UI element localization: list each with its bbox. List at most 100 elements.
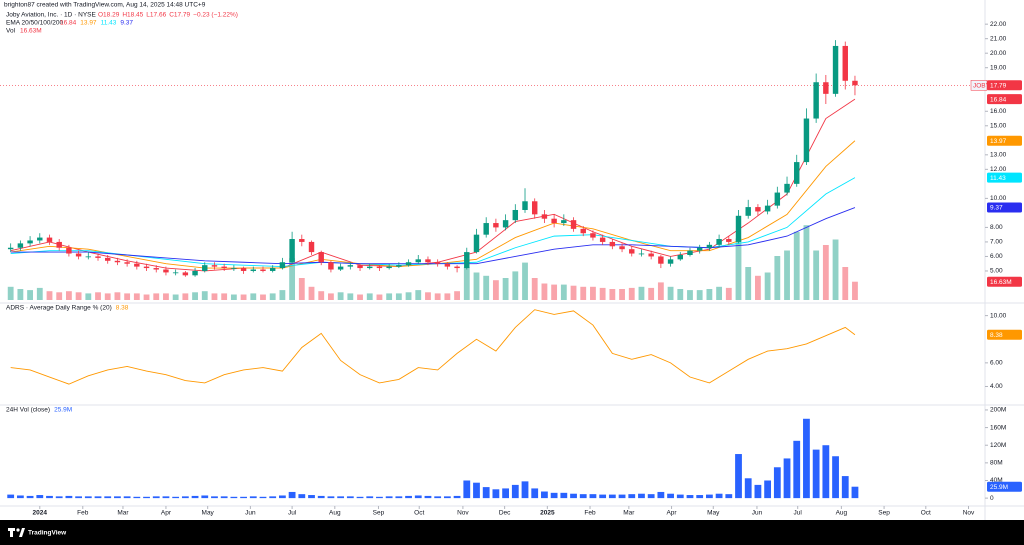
volume-24h-bar — [832, 456, 839, 499]
volume-24h-bar — [249, 496, 257, 499]
volume-24h-bar — [550, 492, 558, 499]
volume-bar — [473, 272, 480, 300]
ema-title: EMA 20/50/100/200 — [6, 20, 63, 27]
x-tick-label: Feb — [77, 510, 89, 517]
candle-body — [46, 237, 53, 242]
volume-24h-bar — [618, 494, 626, 499]
y-tick-label: 0 — [990, 495, 994, 502]
volume-bar — [434, 293, 441, 300]
volume-bar — [590, 286, 596, 300]
ema-legend-value: 9.37 — [120, 20, 133, 27]
candle-body — [192, 270, 198, 276]
x-tick-label: Mar — [623, 510, 635, 517]
y-tick-label: 15.00 — [990, 123, 1007, 130]
indicator-badge: 8.38 — [987, 329, 1022, 340]
volume-bar — [250, 293, 257, 300]
candle-body — [580, 228, 586, 234]
volume-24h-bar — [599, 494, 607, 499]
volume-24h-bar — [395, 496, 403, 499]
x-tick-label: Feb — [584, 510, 596, 517]
volume-24h-bar — [735, 454, 742, 499]
x-tick-label: Jun — [752, 510, 763, 517]
ema-legend-value: 11.43 — [101, 20, 117, 27]
indicator-line — [10, 309, 856, 385]
last-price-badge: 17.79 — [987, 80, 1022, 91]
candle-body — [328, 262, 334, 270]
volume-bar — [114, 292, 121, 300]
volume-24h-bar — [356, 496, 364, 499]
candle-body — [493, 223, 499, 228]
volume-bar — [279, 290, 286, 300]
volume-bar — [541, 283, 548, 300]
candle-body — [7, 247, 14, 250]
volume-24h-bar — [541, 491, 548, 499]
x-tick-label: Oct — [921, 510, 931, 517]
y-tick-label: 160M — [990, 424, 1006, 431]
candle-body — [706, 244, 713, 248]
indicator-badge-bg — [987, 329, 1022, 340]
x-tick-label: Sep — [878, 510, 890, 517]
logo-bar — [10, 528, 13, 537]
candle-body — [425, 259, 431, 263]
y-tick-label: 120M — [990, 442, 1006, 449]
volume-bar — [502, 278, 509, 300]
ema-badge: 16.84 — [987, 94, 1022, 105]
volume-24h-bar — [259, 496, 267, 499]
ema-badge: 9.37 — [987, 202, 1022, 213]
volume-bar — [454, 291, 460, 300]
volume-badge-text: 16.63M — [990, 279, 1012, 286]
ema-legend-value: 16.84 — [60, 20, 77, 27]
candle-body — [687, 250, 693, 255]
candle-body — [609, 241, 616, 247]
candle-body — [832, 45, 839, 94]
y-tick-label: 200M — [990, 407, 1006, 414]
candle-body — [522, 201, 528, 210]
volume-24h-bar — [531, 488, 539, 499]
candle-body — [444, 263, 451, 267]
x-tick-label: Apr — [161, 510, 172, 517]
volume-bar — [628, 287, 635, 300]
volume-bar — [551, 284, 558, 300]
last-price-badge-bg — [987, 80, 1022, 91]
volume-24h-bar — [492, 489, 500, 499]
candle-body — [852, 80, 858, 86]
y-tick-label: 6.00 — [990, 360, 1003, 367]
volume-24h-bar — [162, 496, 170, 499]
volume-24h-bar — [405, 495, 412, 499]
volume-bar — [133, 293, 140, 300]
volume-24h-bar — [628, 494, 636, 499]
volume-bar — [716, 286, 723, 300]
legend: Joby Aviation, Inc. · 1D · NYSE EMA 20/5… — [6, 12, 238, 35]
volume-24h-bar — [502, 488, 509, 499]
candle-body — [347, 265, 354, 267]
volume-24h-bar — [220, 496, 228, 499]
volume-24h-bar — [376, 496, 383, 499]
volume-bar — [46, 291, 53, 300]
volume-bar — [803, 225, 810, 300]
volume-24h-bar — [608, 494, 616, 499]
logo-slash — [19, 528, 25, 537]
logo-dot — [16, 528, 20, 532]
volume-24h-bar — [434, 496, 442, 499]
candle-body — [308, 241, 315, 253]
candle-body — [599, 237, 606, 242]
candle-body — [590, 233, 596, 238]
candle-body — [454, 266, 460, 269]
candle-body — [56, 241, 62, 248]
candle-body — [764, 205, 771, 212]
volume-bar — [17, 289, 24, 300]
volume-24h-badge-bg — [987, 481, 1022, 492]
volume-24h-bar — [725, 494, 733, 499]
volume-bar — [386, 293, 393, 300]
candle-body — [842, 45, 848, 81]
x-tick-label: Mar — [117, 510, 129, 517]
volume-24h-bar — [26, 495, 34, 499]
volume-bar — [852, 281, 858, 300]
volume-24h-bar — [463, 480, 471, 499]
candle-body — [794, 162, 800, 184]
volume-24h-bar — [84, 496, 92, 499]
footer — [0, 520, 1024, 545]
candle-body — [279, 262, 286, 269]
y-tick-label: 21.00 — [990, 35, 1007, 42]
volume-24h-bar — [793, 440, 801, 499]
